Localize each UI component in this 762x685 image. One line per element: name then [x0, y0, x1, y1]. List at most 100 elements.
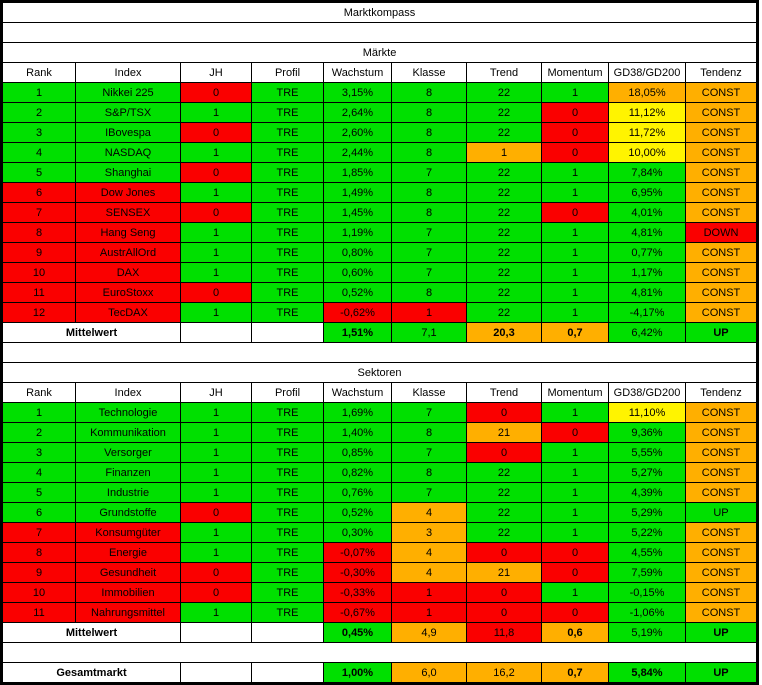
cell-klasse[interactable]: 4 — [391, 542, 467, 563]
cell-profil[interactable]: TRE — [251, 222, 324, 243]
column-header-tendenz[interactable]: Tendenz — [685, 382, 758, 403]
cell-profil-blank[interactable] — [251, 622, 324, 643]
cell-jh[interactable]: 1 — [180, 602, 252, 623]
cell-trend[interactable]: 22 — [466, 122, 542, 143]
cell-gd38-gd200[interactable]: 4,81% — [608, 282, 686, 303]
cell-tendenz[interactable]: CONST — [685, 422, 758, 443]
cell-index[interactable]: Finanzen — [75, 462, 181, 483]
cell-tendenz[interactable]: CONST — [685, 602, 758, 623]
cell-klasse[interactable]: 8 — [391, 282, 467, 303]
cell-rank[interactable]: 12 — [1, 302, 76, 323]
cell-jh[interactable]: 0 — [180, 502, 252, 523]
cell-jh[interactable]: 1 — [180, 402, 252, 423]
cell-index[interactable]: Nikkei 225 — [75, 82, 181, 103]
column-header-klasse[interactable]: Klasse — [391, 382, 467, 403]
cell-rank[interactable]: 2 — [1, 102, 76, 123]
cell-index[interactable]: Gesundheit — [75, 562, 181, 583]
cell-momentum[interactable]: 1 — [541, 282, 609, 303]
summary-label[interactable]: Mittelwert — [1, 322, 181, 343]
cell-tendenz[interactable]: CONST — [685, 282, 758, 303]
cell-wachstum[interactable]: -0,07% — [323, 542, 392, 563]
cell-wachstum[interactable]: 0,30% — [323, 522, 392, 543]
cell-profil[interactable]: TRE — [251, 442, 324, 463]
cell-trend[interactable]: 22 — [466, 202, 542, 223]
cell-index[interactable]: Hang Seng — [75, 222, 181, 243]
cell-gd38-gd200[interactable]: 7,59% — [608, 562, 686, 583]
cell-tendenz[interactable]: CONST — [685, 162, 758, 183]
cell-rank[interactable]: 11 — [1, 282, 76, 303]
cell-jh[interactable]: 0 — [180, 562, 252, 583]
column-header-wachstum[interactable]: Wachstum — [323, 382, 392, 403]
cell-rank[interactable]: 3 — [1, 442, 76, 463]
cell-wachstum[interactable]: -0,62% — [323, 302, 392, 323]
cell-gd38-gd200[interactable]: -0,15% — [608, 582, 686, 603]
cell-gd38-gd200[interactable]: 9,36% — [608, 422, 686, 443]
cell-tendenz[interactable]: CONST — [685, 202, 758, 223]
cell-rank[interactable]: 5 — [1, 482, 76, 503]
cell-klasse[interactable]: 8 — [391, 82, 467, 103]
column-header-index[interactable]: Index — [75, 382, 181, 403]
cell-rank[interactable]: 7 — [1, 522, 76, 543]
cell-trend[interactable]: 22 — [466, 282, 542, 303]
cell-profil[interactable]: TRE — [251, 462, 324, 483]
cell-index[interactable]: TecDAX — [75, 302, 181, 323]
cell-wachstum[interactable]: 0,85% — [323, 442, 392, 463]
cell-profil[interactable]: TRE — [251, 82, 324, 103]
cell-jh[interactable]: 1 — [180, 522, 252, 543]
cell-wachstum[interactable]: 1,45% — [323, 202, 392, 223]
cell-klasse[interactable]: 7 — [391, 262, 467, 283]
cell-trend[interactable]: 22 — [466, 102, 542, 123]
cell-wachstum[interactable]: 1,69% — [323, 402, 392, 423]
cell-jh[interactable]: 1 — [180, 242, 252, 263]
cell-wachstum[interactable]: 0,82% — [323, 462, 392, 483]
cell-gd38-gd200[interactable]: 11,10% — [608, 402, 686, 423]
cell-wachstum[interactable]: -0,30% — [323, 562, 392, 583]
cell-trend[interactable]: 16,2 — [466, 662, 542, 684]
cell-momentum[interactable]: 0 — [541, 542, 609, 563]
cell-profil[interactable]: TRE — [251, 482, 324, 503]
cell-jh[interactable]: 1 — [180, 222, 252, 243]
cell-index[interactable]: EuroStoxx — [75, 282, 181, 303]
cell-klasse[interactable]: 8 — [391, 102, 467, 123]
cell-trend[interactable]: 21 — [466, 562, 542, 583]
cell-klasse[interactable]: 3 — [391, 522, 467, 543]
cell-momentum[interactable]: 1 — [541, 162, 609, 183]
cell-jh[interactable]: 1 — [180, 422, 252, 443]
cell-klasse[interactable]: 7 — [391, 482, 467, 503]
cell-profil[interactable]: TRE — [251, 302, 324, 323]
cell-index[interactable]: SENSEX — [75, 202, 181, 223]
cell-profil[interactable]: TRE — [251, 502, 324, 523]
cell-momentum[interactable]: 1 — [541, 182, 609, 203]
cell-trend[interactable]: 22 — [466, 462, 542, 483]
cell-profil[interactable]: TRE — [251, 422, 324, 443]
cell-trend[interactable]: 0 — [466, 582, 542, 603]
cell-momentum[interactable]: 1 — [541, 402, 609, 423]
cell-tendenz[interactable]: CONST — [685, 142, 758, 163]
column-header-jh[interactable]: JH — [180, 382, 252, 403]
cell-jh[interactable]: 1 — [180, 142, 252, 163]
cell-jh[interactable]: 1 — [180, 442, 252, 463]
cell-jh[interactable]: 0 — [180, 582, 252, 603]
cell-profil[interactable]: TRE — [251, 542, 324, 563]
cell-trend[interactable]: 22 — [466, 262, 542, 283]
cell-trend[interactable]: 20,3 — [466, 322, 542, 343]
cell-jh[interactable]: 0 — [180, 282, 252, 303]
cell-klasse[interactable]: 4 — [391, 502, 467, 523]
cell-momentum[interactable]: 1 — [541, 502, 609, 523]
cell-rank[interactable]: 7 — [1, 202, 76, 223]
cell-rank[interactable]: 8 — [1, 222, 76, 243]
cell-jh[interactable]: 1 — [180, 102, 252, 123]
cell-profil[interactable]: TRE — [251, 402, 324, 423]
cell-momentum[interactable]: 1 — [541, 522, 609, 543]
cell-wachstum[interactable]: 0,76% — [323, 482, 392, 503]
cell-index[interactable]: Grundstoffe — [75, 502, 181, 523]
cell-trend[interactable]: 0 — [466, 542, 542, 563]
cell-index[interactable]: S&P/TSX — [75, 102, 181, 123]
cell-wachstum[interactable]: 0,52% — [323, 282, 392, 303]
cell-trend[interactable]: 0 — [466, 402, 542, 423]
cell-gd38-gd200[interactable]: 5,19% — [608, 622, 686, 643]
cell-rank[interactable]: 2 — [1, 422, 76, 443]
cell-klasse[interactable]: 7 — [391, 242, 467, 263]
cell-rank[interactable]: 4 — [1, 142, 76, 163]
column-header-momentum[interactable]: Momentum — [541, 382, 609, 403]
